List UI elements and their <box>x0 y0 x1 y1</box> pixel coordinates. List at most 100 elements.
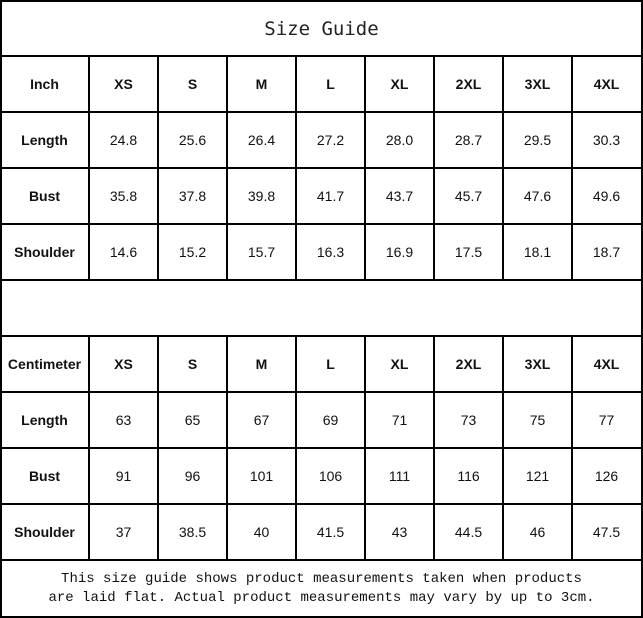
grid-line <box>0 223 643 225</box>
grid-line <box>295 56 297 280</box>
row-label: Shoulder <box>14 244 75 260</box>
grid-line <box>364 336 366 560</box>
size-header: 3XL <box>524 356 551 372</box>
measurement-cell: 37 <box>115 524 132 540</box>
measurement-cell: 106 <box>318 468 343 484</box>
measurement-cell: 116 <box>457 468 480 484</box>
grid-line <box>502 56 504 280</box>
measurement-cell: 91 <box>115 468 132 484</box>
measurement-cell: 29.5 <box>523 132 552 148</box>
measurement-cell: 28.7 <box>454 132 483 148</box>
grid-line <box>0 335 643 337</box>
measurement-cell: 47.6 <box>523 188 552 204</box>
unit-header: Inch <box>30 76 59 92</box>
size-header: L <box>326 356 335 372</box>
measurement-cell: 44.5 <box>454 524 483 540</box>
row-label: Length <box>21 412 68 428</box>
measurement-cell: 67 <box>253 412 270 428</box>
measurement-cell: 71 <box>391 412 408 428</box>
measurement-cell: 45.7 <box>454 188 483 204</box>
measurement-cell: 75 <box>529 412 546 428</box>
grid-line <box>226 336 228 560</box>
measurement-cell: 69 <box>322 412 339 428</box>
size-header: XL <box>390 76 409 92</box>
unit-header: Centimeter <box>7 356 82 372</box>
measurement-cell: 65 <box>184 412 201 428</box>
size-header: L <box>326 76 335 92</box>
row-label: Length <box>21 132 68 148</box>
grid-line <box>0 111 643 113</box>
grid-line <box>0 391 643 393</box>
size-header: XS <box>114 356 133 372</box>
measurement-cell: 73 <box>460 412 477 428</box>
measurement-cell: 101 <box>249 468 274 484</box>
measurement-cell: 25.6 <box>178 132 207 148</box>
row-label: Bust <box>28 468 61 484</box>
grid-line <box>0 503 643 505</box>
size-header: XL <box>390 356 409 372</box>
measurement-cell: 37.8 <box>178 188 207 204</box>
measurement-cell: 43.7 <box>385 188 414 204</box>
grid-line <box>433 336 435 560</box>
grid-line <box>0 55 643 57</box>
measurement-cell: 15.2 <box>178 244 207 260</box>
measurement-cell: 126 <box>594 468 619 484</box>
row-label: Bust <box>28 188 61 204</box>
measurement-cell: 39.8 <box>247 188 276 204</box>
size-header: XS <box>114 76 133 92</box>
footnote-line-1: This size guide shows product measuremen… <box>61 571 582 587</box>
measurement-cell: 18.1 <box>523 244 552 260</box>
measurement-cell: 27.2 <box>316 132 345 148</box>
size-header: S <box>187 356 198 372</box>
grid-line <box>88 336 90 560</box>
grid-line <box>0 279 643 281</box>
footnote-line-2: are laid flat. Actual product measuremen… <box>48 590 595 606</box>
page-title: Size Guide <box>264 18 379 40</box>
measurement-cell: 41.5 <box>316 524 345 540</box>
measurement-cell: 28.0 <box>385 132 414 148</box>
grid-line <box>295 336 297 560</box>
grid-line <box>0 447 643 449</box>
measurement-cell: 43 <box>391 524 408 540</box>
size-header: M <box>255 356 268 372</box>
measurement-cell: 24.8 <box>109 132 138 148</box>
grid-line <box>157 336 159 560</box>
grid-line <box>0 559 643 561</box>
measurement-cell: 35.8 <box>109 188 138 204</box>
grid-line <box>364 56 366 280</box>
size-header: 2XL <box>455 356 482 372</box>
grid-line <box>571 56 573 280</box>
grid-line <box>0 167 643 169</box>
measurement-cell: 111 <box>388 468 411 484</box>
measurement-cell: 77 <box>598 412 615 428</box>
measurement-cell: 38.5 <box>178 524 207 540</box>
grid-line <box>226 56 228 280</box>
grid-line <box>88 56 90 280</box>
measurement-cell: 96 <box>184 468 201 484</box>
grid-line <box>571 336 573 560</box>
measurement-cell: 63 <box>115 412 132 428</box>
row-label: Shoulder <box>14 524 75 540</box>
grid-line <box>433 56 435 280</box>
measurement-cell: 14.6 <box>109 244 138 260</box>
measurement-cell: 121 <box>525 468 550 484</box>
grid-line <box>502 336 504 560</box>
measurement-cell: 30.3 <box>592 132 621 148</box>
size-header: 3XL <box>524 76 551 92</box>
size-header: M <box>255 76 268 92</box>
size-header: 4XL <box>593 76 620 92</box>
measurement-cell: 49.6 <box>592 188 621 204</box>
measurement-cell: 18.7 <box>592 244 621 260</box>
size-header: 4XL <box>593 356 620 372</box>
footnote: This size guide shows product measuremen… <box>0 562 643 616</box>
size-header: S <box>187 76 198 92</box>
measurement-cell: 41.7 <box>316 188 345 204</box>
measurement-cell: 17.5 <box>454 244 483 260</box>
grid-line <box>157 56 159 280</box>
measurement-cell: 15.7 <box>247 244 276 260</box>
measurement-cell: 47.5 <box>592 524 621 540</box>
measurement-cell: 46 <box>529 524 546 540</box>
measurement-cell: 16.9 <box>385 244 414 260</box>
